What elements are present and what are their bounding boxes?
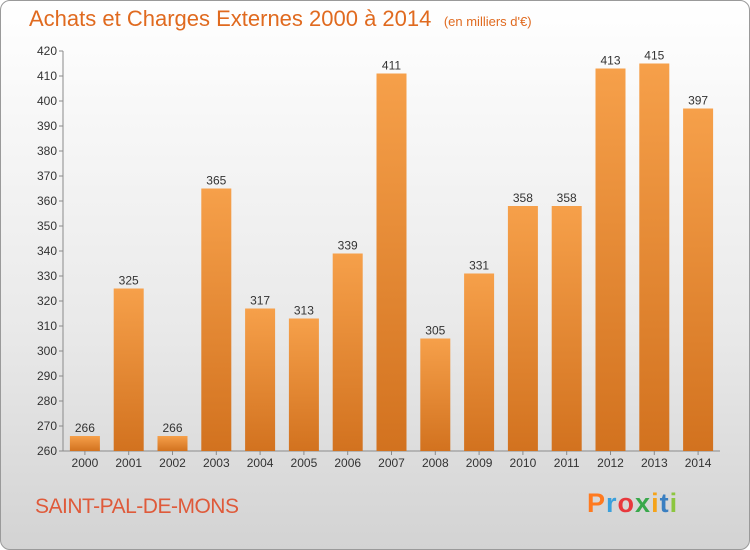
y-tick-label: 270 bbox=[37, 419, 57, 433]
brand-logo: Proxiti bbox=[587, 488, 679, 518]
y-tick-label: 390 bbox=[37, 119, 57, 133]
bar-2004 bbox=[245, 308, 276, 451]
bar-2014 bbox=[683, 108, 714, 451]
bar-2003 bbox=[201, 188, 232, 451]
bar-2007 bbox=[376, 73, 407, 451]
bar-value-label: 331 bbox=[469, 259, 489, 273]
y-tick-label: 410 bbox=[37, 69, 57, 83]
bar-2000 bbox=[69, 436, 100, 451]
chart-subtitle: (en milliers d'€) bbox=[443, 14, 532, 29]
y-tick-label: 310 bbox=[37, 319, 57, 333]
x-tick-label: 2010 bbox=[510, 456, 537, 470]
bar-value-label: 397 bbox=[688, 94, 708, 108]
bar-2001 bbox=[113, 288, 144, 451]
bar-value-label: 305 bbox=[425, 324, 445, 338]
x-tick-label: 2008 bbox=[422, 456, 449, 470]
bar-value-label: 411 bbox=[382, 59, 401, 73]
y-tick-label: 400 bbox=[37, 94, 57, 108]
y-tick-label: 360 bbox=[37, 194, 57, 208]
x-tick-label: 2005 bbox=[291, 456, 318, 470]
bar-2010 bbox=[507, 206, 538, 451]
bar-2005 bbox=[288, 318, 319, 451]
x-tick-label: 2000 bbox=[72, 456, 99, 470]
y-tick-label: 320 bbox=[37, 294, 57, 308]
bar-value-label: 325 bbox=[119, 274, 139, 288]
bar-2008 bbox=[420, 338, 451, 451]
x-tick-label: 2002 bbox=[159, 456, 186, 470]
y-tick-label: 290 bbox=[37, 369, 57, 383]
x-tick-label: 2006 bbox=[334, 456, 361, 470]
x-tick-label: 2009 bbox=[466, 456, 493, 470]
title-row: Achats et Charges Externes 2000 à 2014 (… bbox=[29, 6, 532, 32]
y-tick-label: 420 bbox=[37, 44, 57, 58]
bar-value-label: 266 bbox=[75, 421, 95, 435]
y-tick-label: 260 bbox=[37, 444, 57, 458]
bar-value-label: 365 bbox=[206, 174, 226, 188]
y-tick-label: 370 bbox=[37, 169, 57, 183]
bar-2012 bbox=[595, 68, 626, 451]
bar-2013 bbox=[639, 63, 670, 451]
y-tick-label: 340 bbox=[37, 244, 57, 258]
bar-value-label: 339 bbox=[338, 239, 358, 253]
bar-value-label: 317 bbox=[250, 294, 270, 308]
y-tick-label: 380 bbox=[37, 144, 57, 158]
x-tick-label: 2013 bbox=[641, 456, 668, 470]
y-tick-label: 330 bbox=[37, 269, 57, 283]
y-tick-label: 280 bbox=[37, 394, 57, 408]
bar-value-label: 358 bbox=[557, 191, 577, 205]
bar-value-label: 415 bbox=[644, 49, 664, 63]
bar-2009 bbox=[464, 273, 495, 451]
x-tick-label: 2001 bbox=[115, 456, 142, 470]
bar-value-label: 358 bbox=[513, 191, 533, 205]
x-tick-label: 2014 bbox=[685, 456, 712, 470]
x-tick-label: 2004 bbox=[247, 456, 274, 470]
bar-value-label: 413 bbox=[600, 54, 620, 68]
bar-value-label: 266 bbox=[162, 421, 182, 435]
x-tick-label: 2003 bbox=[203, 456, 230, 470]
chart-title: Achats et Charges Externes 2000 à 2014 bbox=[29, 6, 432, 31]
x-tick-label: 2011 bbox=[554, 456, 580, 470]
bar-2011 bbox=[551, 206, 582, 451]
x-tick-label: 2012 bbox=[597, 456, 624, 470]
y-tick-label: 300 bbox=[37, 344, 57, 358]
y-tick-label: 350 bbox=[37, 219, 57, 233]
commune-name: SAINT-PAL-DE-MONS bbox=[35, 495, 239, 518]
bar-value-label: 313 bbox=[294, 304, 314, 318]
bar-2002 bbox=[157, 436, 188, 451]
x-tick-label: 2007 bbox=[378, 456, 405, 470]
bar-2006 bbox=[332, 253, 363, 451]
